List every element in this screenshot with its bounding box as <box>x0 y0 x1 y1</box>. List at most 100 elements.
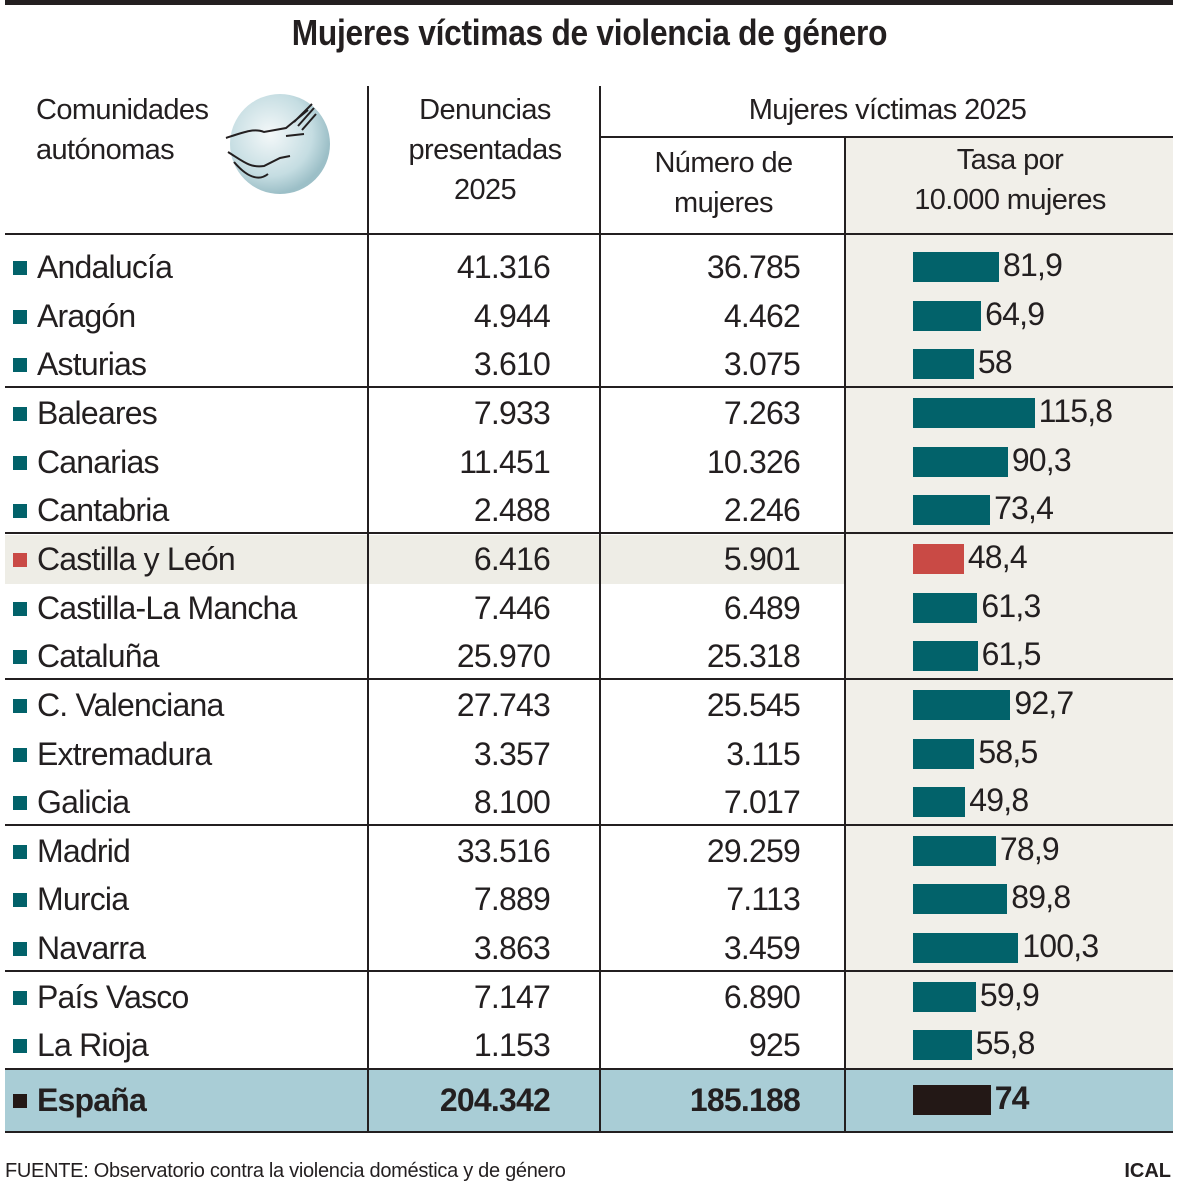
tasa-label: 89,8 <box>1011 879 1071 915</box>
mujeres-value: 925 <box>749 1027 801 1063</box>
tasa-label: 73,4 <box>994 490 1054 526</box>
row-marker-icon <box>13 504 27 518</box>
table-row: Castilla-La Mancha 7.446 6.489 61,3 <box>5 584 1173 633</box>
table-row: Navarra 3.863 3.459 100,3 <box>5 924 1173 973</box>
denuncias-value: 27.743 <box>456 687 551 723</box>
row-marker-icon <box>13 358 27 372</box>
tasa-bar <box>913 495 991 525</box>
column-divider <box>599 86 601 1132</box>
row-marker-icon <box>13 261 27 275</box>
denuncias-value: 2.488 <box>473 492 551 528</box>
table-row: Aragón 4.944 4.462 64,9 <box>5 292 1173 341</box>
total-divider <box>5 1068 1173 1070</box>
denuncias-value: 7.889 <box>473 881 551 917</box>
chart-title: Mujeres víctimas de violencia de género <box>291 12 888 53</box>
header-denuncias-line: presentadas <box>408 134 562 166</box>
group-divider <box>5 824 1173 826</box>
tasa-bar <box>913 1030 972 1060</box>
total-row: España 204.342 185.188 74 <box>5 1070 1173 1131</box>
table-row: Baleares 7.933 7.263 115,8 <box>5 389 1173 438</box>
region-name: Castilla y León <box>37 541 236 577</box>
region-name: Castilla-La Mancha <box>37 590 297 626</box>
row-marker-icon <box>13 748 27 762</box>
row-marker-icon <box>13 407 27 421</box>
tasa-bar <box>913 836 996 866</box>
region-name: Aragón <box>37 298 136 334</box>
region-name: Cantabria <box>37 492 169 528</box>
mujeres-value: 7.113 <box>726 881 801 917</box>
row-marker-icon <box>13 456 27 470</box>
tasa-column-bg <box>846 138 1173 1070</box>
tasa-bar <box>913 933 1019 963</box>
tasa-bar <box>913 301 982 331</box>
table-row: Madrid 33.516 29.259 78,9 <box>5 827 1173 876</box>
row-marker-icon <box>13 942 27 956</box>
table-row: Cantabria 2.488 2.246 73,4 <box>5 486 1173 535</box>
table-row: Asturias 3.610 3.075 58 <box>5 340 1173 389</box>
group-divider <box>5 678 1173 680</box>
tasa-label: 58,5 <box>978 734 1038 770</box>
denuncias-value: 3.863 <box>473 930 551 966</box>
mujeres-value: 3.115 <box>726 736 801 772</box>
region-name: Madrid <box>37 833 131 869</box>
tasa-bar <box>913 593 978 623</box>
header-region-line: autónomas <box>36 134 175 166</box>
table-row: La Rioja 1.153 925 55,8 <box>5 1021 1173 1070</box>
tasa-bar <box>913 349 974 379</box>
mujeres-value: 7.017 <box>723 784 801 820</box>
mujeres-value: 7.263 <box>723 395 801 431</box>
credit: ICAL <box>1124 1160 1171 1182</box>
tasa-bar <box>913 398 1035 428</box>
denuncias-value: 4.944 <box>473 298 551 334</box>
header-region-line: Comunidades <box>36 94 209 126</box>
region-name: Asturias <box>37 346 147 382</box>
mujeres-value: 5.901 <box>723 541 801 577</box>
denuncias-value: 6.416 <box>473 541 551 577</box>
mujeres-value: 3.459 <box>723 930 801 966</box>
tasa-label: 48,4 <box>967 539 1028 575</box>
tasa-label: 58 <box>977 344 1013 380</box>
region-name: Cataluña <box>37 638 160 674</box>
table-row: Cataluña 25.970 25.318 61,5 <box>5 632 1173 681</box>
mujeres-value: 4.462 <box>723 298 801 334</box>
mujeres-value: 185.188 <box>689 1082 801 1118</box>
row-marker-icon <box>13 699 27 713</box>
tasa-label: 92,7 <box>1014 685 1074 721</box>
group-divider <box>5 970 1173 972</box>
row-marker-icon <box>13 1094 27 1108</box>
region-name: País Vasco <box>37 979 189 1015</box>
region-name: La Rioja <box>37 1027 149 1063</box>
region-name: Extremadura <box>37 736 212 772</box>
mujeres-value: 25.545 <box>706 687 801 723</box>
row-marker-icon <box>13 991 27 1005</box>
mujeres-value: 6.489 <box>723 590 801 626</box>
header-region: Comunidades autónomas <box>36 90 209 170</box>
table-row: Galicia 8.100 7.017 49,8 <box>5 778 1173 827</box>
column-divider <box>367 86 369 1132</box>
mujeres-value: 10.326 <box>706 444 801 480</box>
tasa-label: 61,3 <box>981 588 1041 624</box>
tasa-bar <box>913 641 978 671</box>
region-name: C. Valenciana <box>37 687 224 723</box>
row-marker-icon <box>13 796 27 810</box>
tasa-bar <box>913 884 1008 914</box>
top-rule <box>5 0 1173 5</box>
mujeres-value: 2.246 <box>723 492 801 528</box>
table-row: País Vasco 7.147 6.890 59,9 <box>5 973 1173 1022</box>
tasa-bar <box>913 252 999 282</box>
region-name: Andalucía <box>37 249 173 285</box>
tasa-label: 78,9 <box>999 831 1060 867</box>
header-group-divider <box>601 136 1173 138</box>
denuncias-value: 11.451 <box>459 444 551 480</box>
header-denuncias: Denuncias presentadas 2025 <box>370 90 600 210</box>
tasa-label: 49,8 <box>969 782 1029 818</box>
tasa-bar <box>913 1085 991 1115</box>
tasa-label: 55,8 <box>975 1025 1036 1061</box>
region-name: Canarias <box>37 444 159 480</box>
row-marker-icon <box>13 310 27 324</box>
table-row: C. Valenciana 27.743 25.545 92,7 <box>5 681 1173 730</box>
column-divider <box>844 137 846 1132</box>
source-note: FUENTE: Observatorio contra la violencia… <box>5 1160 566 1182</box>
region-name: España <box>37 1082 147 1118</box>
header-numero-line: mujeres <box>674 187 774 219</box>
